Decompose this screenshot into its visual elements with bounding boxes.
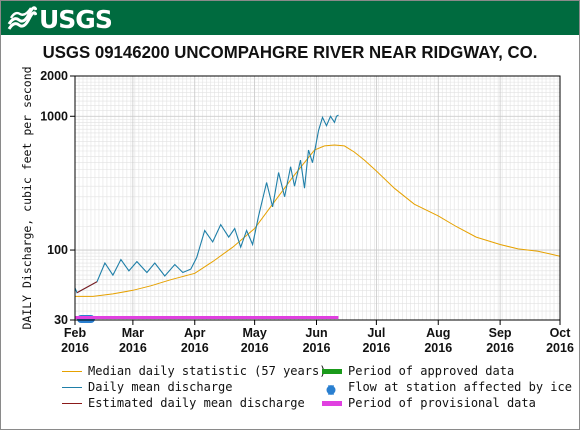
x-tick-label-year: 2016 [119, 341, 147, 355]
usgs-banner: USGS [1, 1, 579, 35]
x-tick-label-month: Sep [489, 326, 512, 340]
x-tick-label-month: Jun [305, 326, 327, 340]
x-tick-label-year: 2016 [486, 341, 514, 355]
series-line-median-daily-statistic-57-years [75, 144, 561, 297]
x-tick-label-year: 2016 [241, 341, 269, 355]
x-tick-label-month: Apr [184, 326, 206, 340]
x-tick-label-month: Jul [367, 326, 385, 340]
series-line-estimated-daily-mean-discharge [76, 281, 98, 294]
x-tick-label-month: Mar [122, 326, 144, 340]
x-tick-label-month: Feb [64, 326, 87, 340]
x-tick-label-year: 2016 [61, 341, 89, 355]
y-tick-label: 2000 [40, 69, 68, 83]
chart-title: USGS 09146200 UNCOMPAHGRE RIVER NEAR RID… [42, 42, 538, 62]
y-tick-label: 100 [47, 243, 68, 257]
y-axis-label: DAILY Discharge, cubic feet per second [20, 66, 34, 329]
x-tick-label-year: 2016 [362, 341, 390, 355]
y-tick-label: 1000 [40, 109, 68, 123]
x-tick-label-year: 2016 [181, 341, 209, 355]
x-tick-label-year: 2016 [424, 341, 452, 355]
y-tick-label: 30 [54, 313, 68, 327]
x-tick-label-month: Aug [426, 326, 450, 340]
usgs-logo[interactable]: USGS [7, 4, 113, 34]
plot-border [74, 75, 561, 321]
series-line-daily-mean-discharge [74, 114, 339, 294]
x-tick-label-month: May [242, 326, 266, 340]
x-tick-label-month: Oct [550, 326, 572, 340]
usgs-logo-text: USGS [39, 4, 113, 34]
usgs-wave-icon [7, 6, 37, 30]
plot-area [75, 76, 560, 320]
x-tick-label-year: 2016 [303, 341, 331, 355]
x-tick-label-year: 2016 [546, 341, 574, 355]
